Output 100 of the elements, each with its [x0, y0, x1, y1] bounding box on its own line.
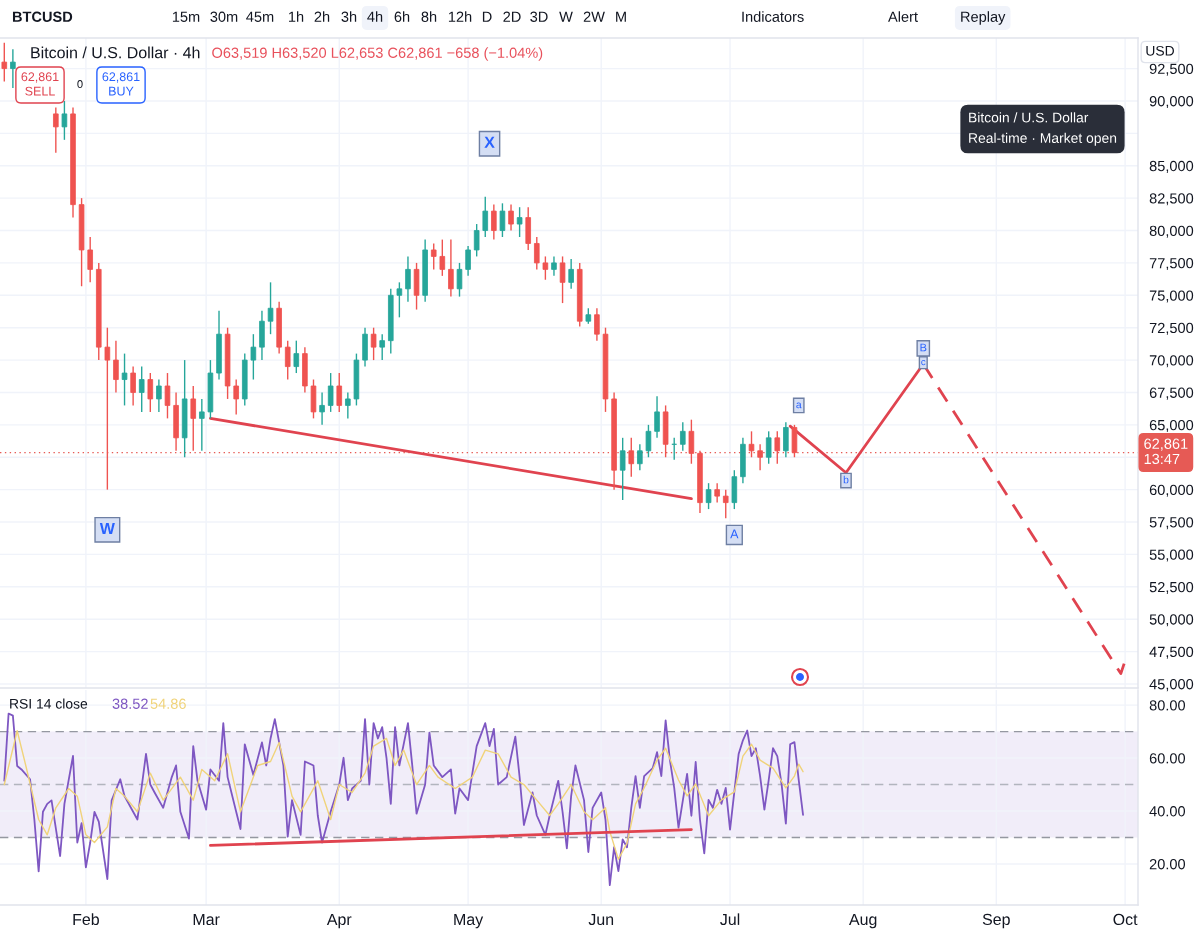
text: Indicators: [742, 11, 804, 22]
candlestick: [559, 255, 566, 304]
candlestick: [405, 255, 411, 303]
y-tick-label: 60.00: [1149, 753, 1186, 764]
y-tick-label: 55,000: [1149, 549, 1194, 562]
x-tick-label: Sep: [982, 913, 1010, 929]
annotation: 38.52: [112, 698, 148, 709]
chart-title: Bitcoin / U.S. Dollar · 4h: [31, 46, 200, 59]
candlestick: [53, 106, 59, 154]
candlestick: [156, 378, 162, 413]
candlestick: [164, 372, 171, 420]
text: Alert: [888, 11, 918, 22]
candlestick: [104, 327, 111, 491]
text: 2h: [314, 11, 330, 22]
candlestick: [722, 488, 729, 519]
candlestick: [594, 307, 600, 342]
ref-line-label: 62,861 13:47: [1144, 438, 1188, 465]
x-tick-label: Oct: [1113, 913, 1138, 926]
candlestick: [199, 398, 205, 452]
candlestick: [645, 424, 652, 458]
candlestick: [233, 378, 239, 416]
y-tick-label: 72,500: [1149, 322, 1194, 335]
y-tick-label: 70,000: [1149, 355, 1194, 368]
candlestick: [430, 242, 437, 271]
x-tick-label: Feb: [73, 913, 99, 926]
y-tick-label: 20.00: [1149, 859, 1186, 870]
annotation: 54.86: [150, 698, 186, 709]
x-tick-label: Jun: [588, 913, 614, 926]
annotation: Bitcoin / U.S. Dollar Real-time · Market open: [969, 112, 1117, 146]
candlestick: [439, 238, 446, 277]
candlestick: [765, 430, 772, 465]
candlestick: [637, 443, 643, 471]
y-tick-label: 57,500: [1149, 517, 1194, 530]
candlestick: [61, 100, 68, 141]
candlestick: [396, 281, 403, 319]
text: BTCUSD: [12, 11, 73, 22]
candlestick: [370, 327, 377, 361]
candlestick: [267, 281, 274, 335]
candlestick: [138, 365, 145, 413]
text: D: [482, 11, 492, 22]
text: USD: [1146, 45, 1174, 56]
candlestick: [130, 365, 136, 407]
candlestick: [345, 391, 351, 420]
candlestick: [190, 385, 197, 452]
text: 4h: [367, 11, 383, 22]
candlestick: [508, 203, 514, 232]
chart-title: RSI 14 close: [10, 698, 88, 709]
y-tick-label: 45,000: [1149, 679, 1194, 692]
candlestick: [336, 372, 343, 413]
text: O63,519 H63,520 L62,653 C62,861 −658 (−1.04%): [212, 47, 543, 61]
candlestick: [568, 258, 574, 290]
annotation: 62,861 SELL: [21, 72, 59, 96]
annotation: A: [730, 529, 739, 539]
candlestick: [465, 245, 471, 277]
candlestick: [379, 333, 385, 361]
text: M: [616, 11, 626, 22]
annotation: a: [796, 402, 802, 409]
y-tick-label: 50,000: [1149, 614, 1194, 627]
y-tick-label: 77,500: [1149, 258, 1194, 271]
annotation: b: [843, 475, 849, 484]
candlestick: [619, 437, 626, 501]
text: Replay: [961, 11, 1006, 25]
candlestick: [499, 202, 506, 238]
y-tick-label: 60,000: [1149, 484, 1194, 497]
annotation: B: [920, 343, 927, 352]
y-tick-label: 80.00: [1149, 700, 1186, 711]
text: W: [559, 11, 573, 22]
y-tick-label: 67,500: [1149, 387, 1194, 400]
text: 8h: [421, 11, 437, 22]
y-tick-label: 47,500: [1149, 646, 1194, 659]
candlestick: [482, 196, 489, 238]
candlestick: [654, 395, 660, 439]
candlestick: [680, 421, 686, 452]
candlestick: [456, 262, 463, 298]
y-tick-label: 65,000: [1149, 419, 1194, 433]
candlestick: [516, 206, 523, 238]
x-tick-label: Aug: [848, 913, 877, 929]
x-tick-label: Apr: [326, 913, 352, 929]
candlestick: [147, 372, 154, 413]
y-tick-label: 82,500: [1149, 193, 1194, 206]
candlestick: [705, 482, 712, 510]
text: 30m: [210, 11, 238, 22]
annotation: W: [99, 522, 115, 534]
x-tick-label: Jul: [720, 913, 740, 926]
candlestick: [783, 421, 789, 458]
text: 45m: [246, 11, 274, 22]
text: 2D: [503, 11, 521, 22]
candlestick: [87, 236, 93, 284]
candlestick: [542, 255, 549, 281]
candlestick: [491, 203, 497, 241]
text: 3h: [341, 11, 357, 22]
y-tick-label: 52,500: [1149, 581, 1194, 594]
candlestick: [327, 372, 334, 413]
candlestick: [534, 236, 540, 271]
x-tick-label: May: [454, 913, 484, 929]
x-tick-label: Mar: [193, 913, 220, 926]
y-tick-label: 80,000: [1149, 225, 1194, 238]
text: 6h: [394, 11, 410, 22]
annotation: 0: [77, 80, 83, 88]
candlestick: [319, 391, 325, 426]
